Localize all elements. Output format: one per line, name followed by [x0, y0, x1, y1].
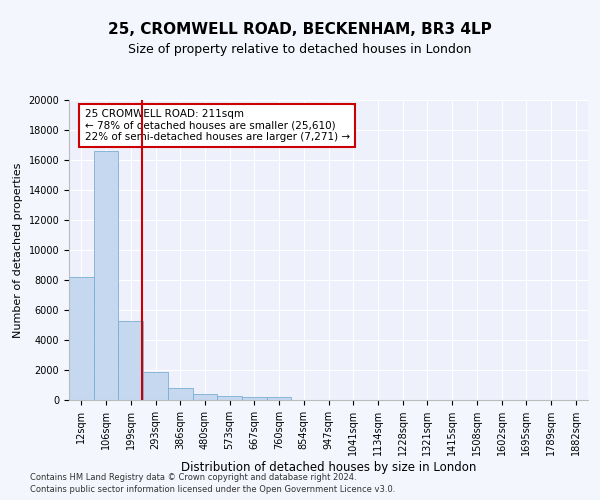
- Bar: [168, 388, 193, 400]
- Text: 25 CROMWELL ROAD: 211sqm
← 78% of detached houses are smaller (25,610)
22% of se: 25 CROMWELL ROAD: 211sqm ← 78% of detach…: [85, 109, 350, 142]
- Bar: [69, 277, 94, 400]
- Text: Size of property relative to detached houses in London: Size of property relative to detached ho…: [128, 42, 472, 56]
- Bar: [193, 394, 217, 400]
- Y-axis label: Number of detached properties: Number of detached properties: [13, 162, 23, 338]
- X-axis label: Distribution of detached houses by size in London: Distribution of detached houses by size …: [181, 461, 476, 474]
- Bar: [94, 151, 118, 400]
- Bar: [267, 397, 292, 400]
- Text: Contains HM Land Registry data © Crown copyright and database right 2024.: Contains HM Land Registry data © Crown c…: [30, 472, 356, 482]
- Bar: [118, 320, 143, 400]
- Bar: [143, 372, 168, 400]
- Bar: [217, 396, 242, 400]
- Bar: [242, 396, 267, 400]
- Text: 25, CROMWELL ROAD, BECKENHAM, BR3 4LP: 25, CROMWELL ROAD, BECKENHAM, BR3 4LP: [108, 22, 492, 38]
- Text: Contains public sector information licensed under the Open Government Licence v3: Contains public sector information licen…: [30, 485, 395, 494]
